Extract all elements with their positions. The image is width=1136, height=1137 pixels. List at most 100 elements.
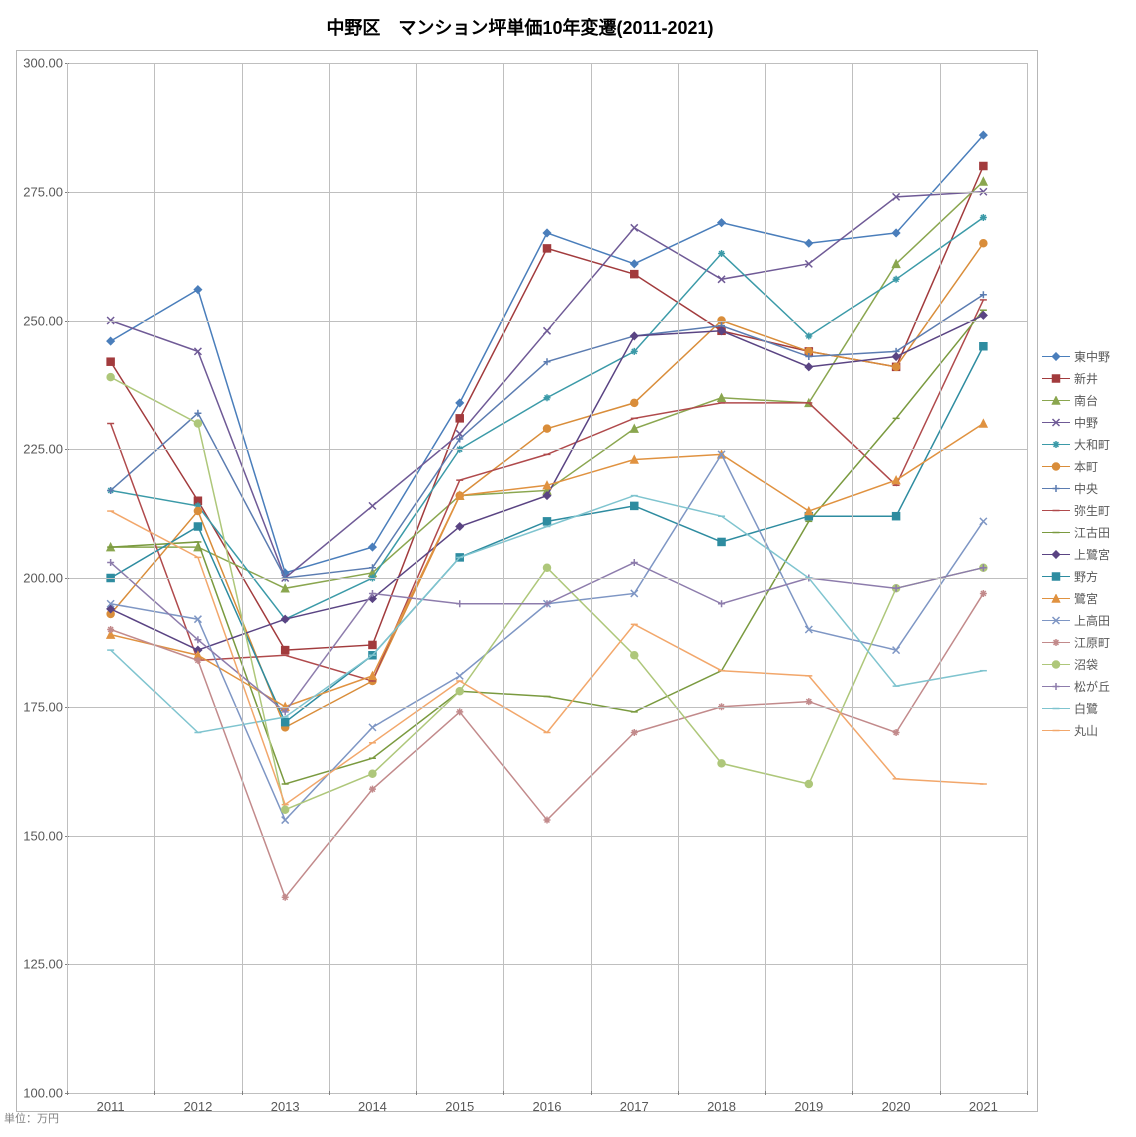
legend-label: 本町 bbox=[1074, 458, 1098, 475]
legend-marker-icon bbox=[1052, 570, 1061, 584]
series-marker-kamitakada bbox=[456, 672, 463, 679]
legend-marker-icon bbox=[1052, 636, 1061, 650]
plot-area: 100.00125.00150.00175.00200.00225.00250.… bbox=[67, 63, 1027, 1093]
series-marker-higashi-nakano bbox=[631, 260, 638, 267]
legend-label: 鷺宮 bbox=[1074, 590, 1098, 607]
series-marker-kamitakada bbox=[282, 817, 289, 824]
series-marker-minamidai bbox=[718, 394, 725, 401]
legend-item-honcho: 本町 bbox=[1042, 455, 1128, 477]
legend-item-yamatocho: 大和町 bbox=[1042, 433, 1128, 455]
series-marker-numabukuro bbox=[194, 420, 201, 427]
legend-swatch bbox=[1042, 730, 1070, 731]
series-marker-saginomiya bbox=[369, 672, 376, 679]
legend-item-chuo: 中央 bbox=[1042, 477, 1128, 499]
series-marker-arai bbox=[456, 415, 463, 422]
plot-area-border: 100.00125.00150.00175.00200.00225.00250.… bbox=[16, 50, 1038, 1112]
legend-swatch bbox=[1042, 400, 1070, 401]
y-axis-label: 150.00 bbox=[17, 828, 63, 843]
legend-label: 東中野 bbox=[1074, 348, 1110, 365]
y-axis-label: 200.00 bbox=[17, 571, 63, 586]
series-marker-matsugaoka bbox=[718, 600, 725, 607]
legend-label: 大和町 bbox=[1074, 436, 1110, 453]
series-marker-kamitakada bbox=[980, 518, 987, 525]
series-marker-higashi-nakano bbox=[544, 229, 551, 236]
series-marker-arai bbox=[282, 647, 289, 654]
legend-label: 白鷺 bbox=[1074, 700, 1098, 717]
gridline-horizontal bbox=[67, 449, 1027, 450]
series-marker-honcho bbox=[980, 240, 987, 247]
series-marker-saginomiya bbox=[631, 456, 638, 463]
legend-item-shirasagi: 白鷺 bbox=[1042, 697, 1128, 719]
gridline-vertical bbox=[416, 63, 417, 1093]
series-marker-arai bbox=[544, 245, 551, 252]
legend-swatch bbox=[1042, 510, 1070, 511]
legend-marker-icon bbox=[1052, 416, 1061, 430]
series-marker-higashi-nakano bbox=[805, 240, 812, 247]
legend-item-nogata: 野方 bbox=[1042, 565, 1128, 587]
legend-label: 松が丘 bbox=[1074, 678, 1110, 695]
series-marker-kami-saginomiya bbox=[631, 332, 638, 339]
x-axis-label: 2014 bbox=[358, 1099, 387, 1114]
x-axis-label: 2015 bbox=[445, 1099, 474, 1114]
gridline-vertical bbox=[940, 63, 941, 1093]
legend-swatch bbox=[1042, 466, 1070, 467]
legend-swatch bbox=[1042, 620, 1070, 621]
legend-label: 江原町 bbox=[1074, 634, 1110, 651]
gridline-vertical bbox=[154, 63, 155, 1093]
series-marker-numabukuro bbox=[718, 760, 725, 767]
legend-swatch bbox=[1042, 444, 1070, 445]
legend-label: 丸山 bbox=[1074, 722, 1098, 739]
legend-item-nakano: 中野 bbox=[1042, 411, 1128, 433]
legend-label: 弥生町 bbox=[1074, 502, 1110, 519]
series-marker-numabukuro bbox=[107, 374, 114, 381]
series-marker-matsugaoka bbox=[631, 559, 638, 566]
legend-marker-icon bbox=[1052, 372, 1061, 386]
gridline-vertical bbox=[765, 63, 766, 1093]
legend-label: 中央 bbox=[1074, 480, 1098, 497]
legend-item-matsugaoka: 松が丘 bbox=[1042, 675, 1128, 697]
series-marker-eharacho bbox=[893, 729, 900, 736]
series-marker-honcho bbox=[893, 363, 900, 370]
gridline-vertical bbox=[852, 63, 853, 1093]
series-marker-higashi-nakano bbox=[194, 286, 201, 293]
legend-swatch bbox=[1042, 664, 1070, 665]
gridline-horizontal bbox=[67, 321, 1027, 322]
series-marker-honcho bbox=[194, 508, 201, 515]
legend-swatch bbox=[1042, 642, 1070, 643]
series-marker-yamatocho bbox=[718, 250, 725, 257]
legend-marker-icon bbox=[1052, 350, 1061, 364]
series-marker-numabukuro bbox=[369, 770, 376, 777]
gridline-vertical bbox=[591, 63, 592, 1093]
x-axis-label: 2013 bbox=[271, 1099, 300, 1114]
legend-label: 野方 bbox=[1074, 568, 1098, 585]
legend-marker-icon bbox=[1052, 526, 1061, 540]
x-axis-label: 2011 bbox=[97, 1099, 125, 1114]
series-marker-nogata bbox=[631, 502, 638, 509]
legend-swatch bbox=[1042, 378, 1070, 379]
legend-label: 南台 bbox=[1074, 392, 1098, 409]
series-marker-nakano bbox=[544, 327, 551, 334]
legend-marker-icon bbox=[1052, 548, 1061, 562]
series-marker-kami-saginomiya bbox=[893, 353, 900, 360]
legend-item-egota: 江古田 bbox=[1042, 521, 1128, 543]
legend-item-maruyama: 丸山 bbox=[1042, 719, 1128, 741]
legend-marker-icon bbox=[1052, 724, 1061, 738]
series-marker-eharacho bbox=[805, 698, 812, 705]
series-marker-nakano bbox=[194, 348, 201, 355]
unit-label: 単位：万円 bbox=[4, 1110, 59, 1126]
series-marker-nogata bbox=[980, 343, 987, 350]
gridline-horizontal bbox=[67, 1093, 1027, 1094]
legend-item-kami-saginomiya: 上鷺宮 bbox=[1042, 543, 1128, 565]
series-marker-higashi-nakano bbox=[369, 544, 376, 551]
gridline-horizontal bbox=[67, 964, 1027, 965]
x-axis-label: 2019 bbox=[794, 1099, 823, 1114]
series-marker-nogata bbox=[282, 719, 289, 726]
series-marker-eharacho bbox=[107, 626, 114, 633]
gridline-horizontal bbox=[67, 707, 1027, 708]
y-axis-label: 225.00 bbox=[17, 442, 63, 457]
legend-item-numabukuro: 沼袋 bbox=[1042, 653, 1128, 675]
series-marker-numabukuro bbox=[282, 806, 289, 813]
gridline-vertical bbox=[67, 63, 68, 1093]
series-marker-higashi-nakano bbox=[718, 219, 725, 226]
legend-marker-icon bbox=[1052, 394, 1061, 408]
